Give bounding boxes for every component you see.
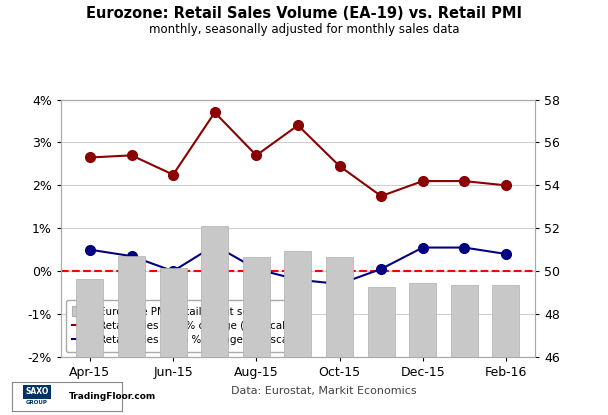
Legend: Eurozone PMI Retail (right scale), Retail sales 1 yr % change (left scale), Reta: Eurozone PMI Retail (right scale), Retai… (66, 300, 308, 352)
Text: monthly, seasonally adjusted for monthly sales data: monthly, seasonally adjusted for monthly… (149, 23, 459, 36)
Text: SAXO: SAXO (26, 388, 49, 396)
Text: TradingFloor.com: TradingFloor.com (69, 392, 156, 401)
Bar (77, 278, 103, 415)
Text: GROUP: GROUP (26, 400, 47, 405)
Bar (409, 283, 437, 415)
Bar (159, 268, 187, 415)
Bar (451, 285, 478, 415)
Bar (368, 287, 395, 415)
Bar (326, 257, 353, 415)
Bar (118, 256, 145, 415)
Bar (492, 285, 519, 415)
Text: Eurozone: Retail Sales Volume (EA-19) vs. Retail PMI: Eurozone: Retail Sales Volume (EA-19) vs… (86, 6, 522, 21)
Bar (201, 226, 228, 415)
Bar (285, 251, 311, 415)
Text: Data: Eurostat, Markit Economics: Data: Eurostat, Markit Economics (231, 386, 416, 396)
Bar (243, 257, 270, 415)
